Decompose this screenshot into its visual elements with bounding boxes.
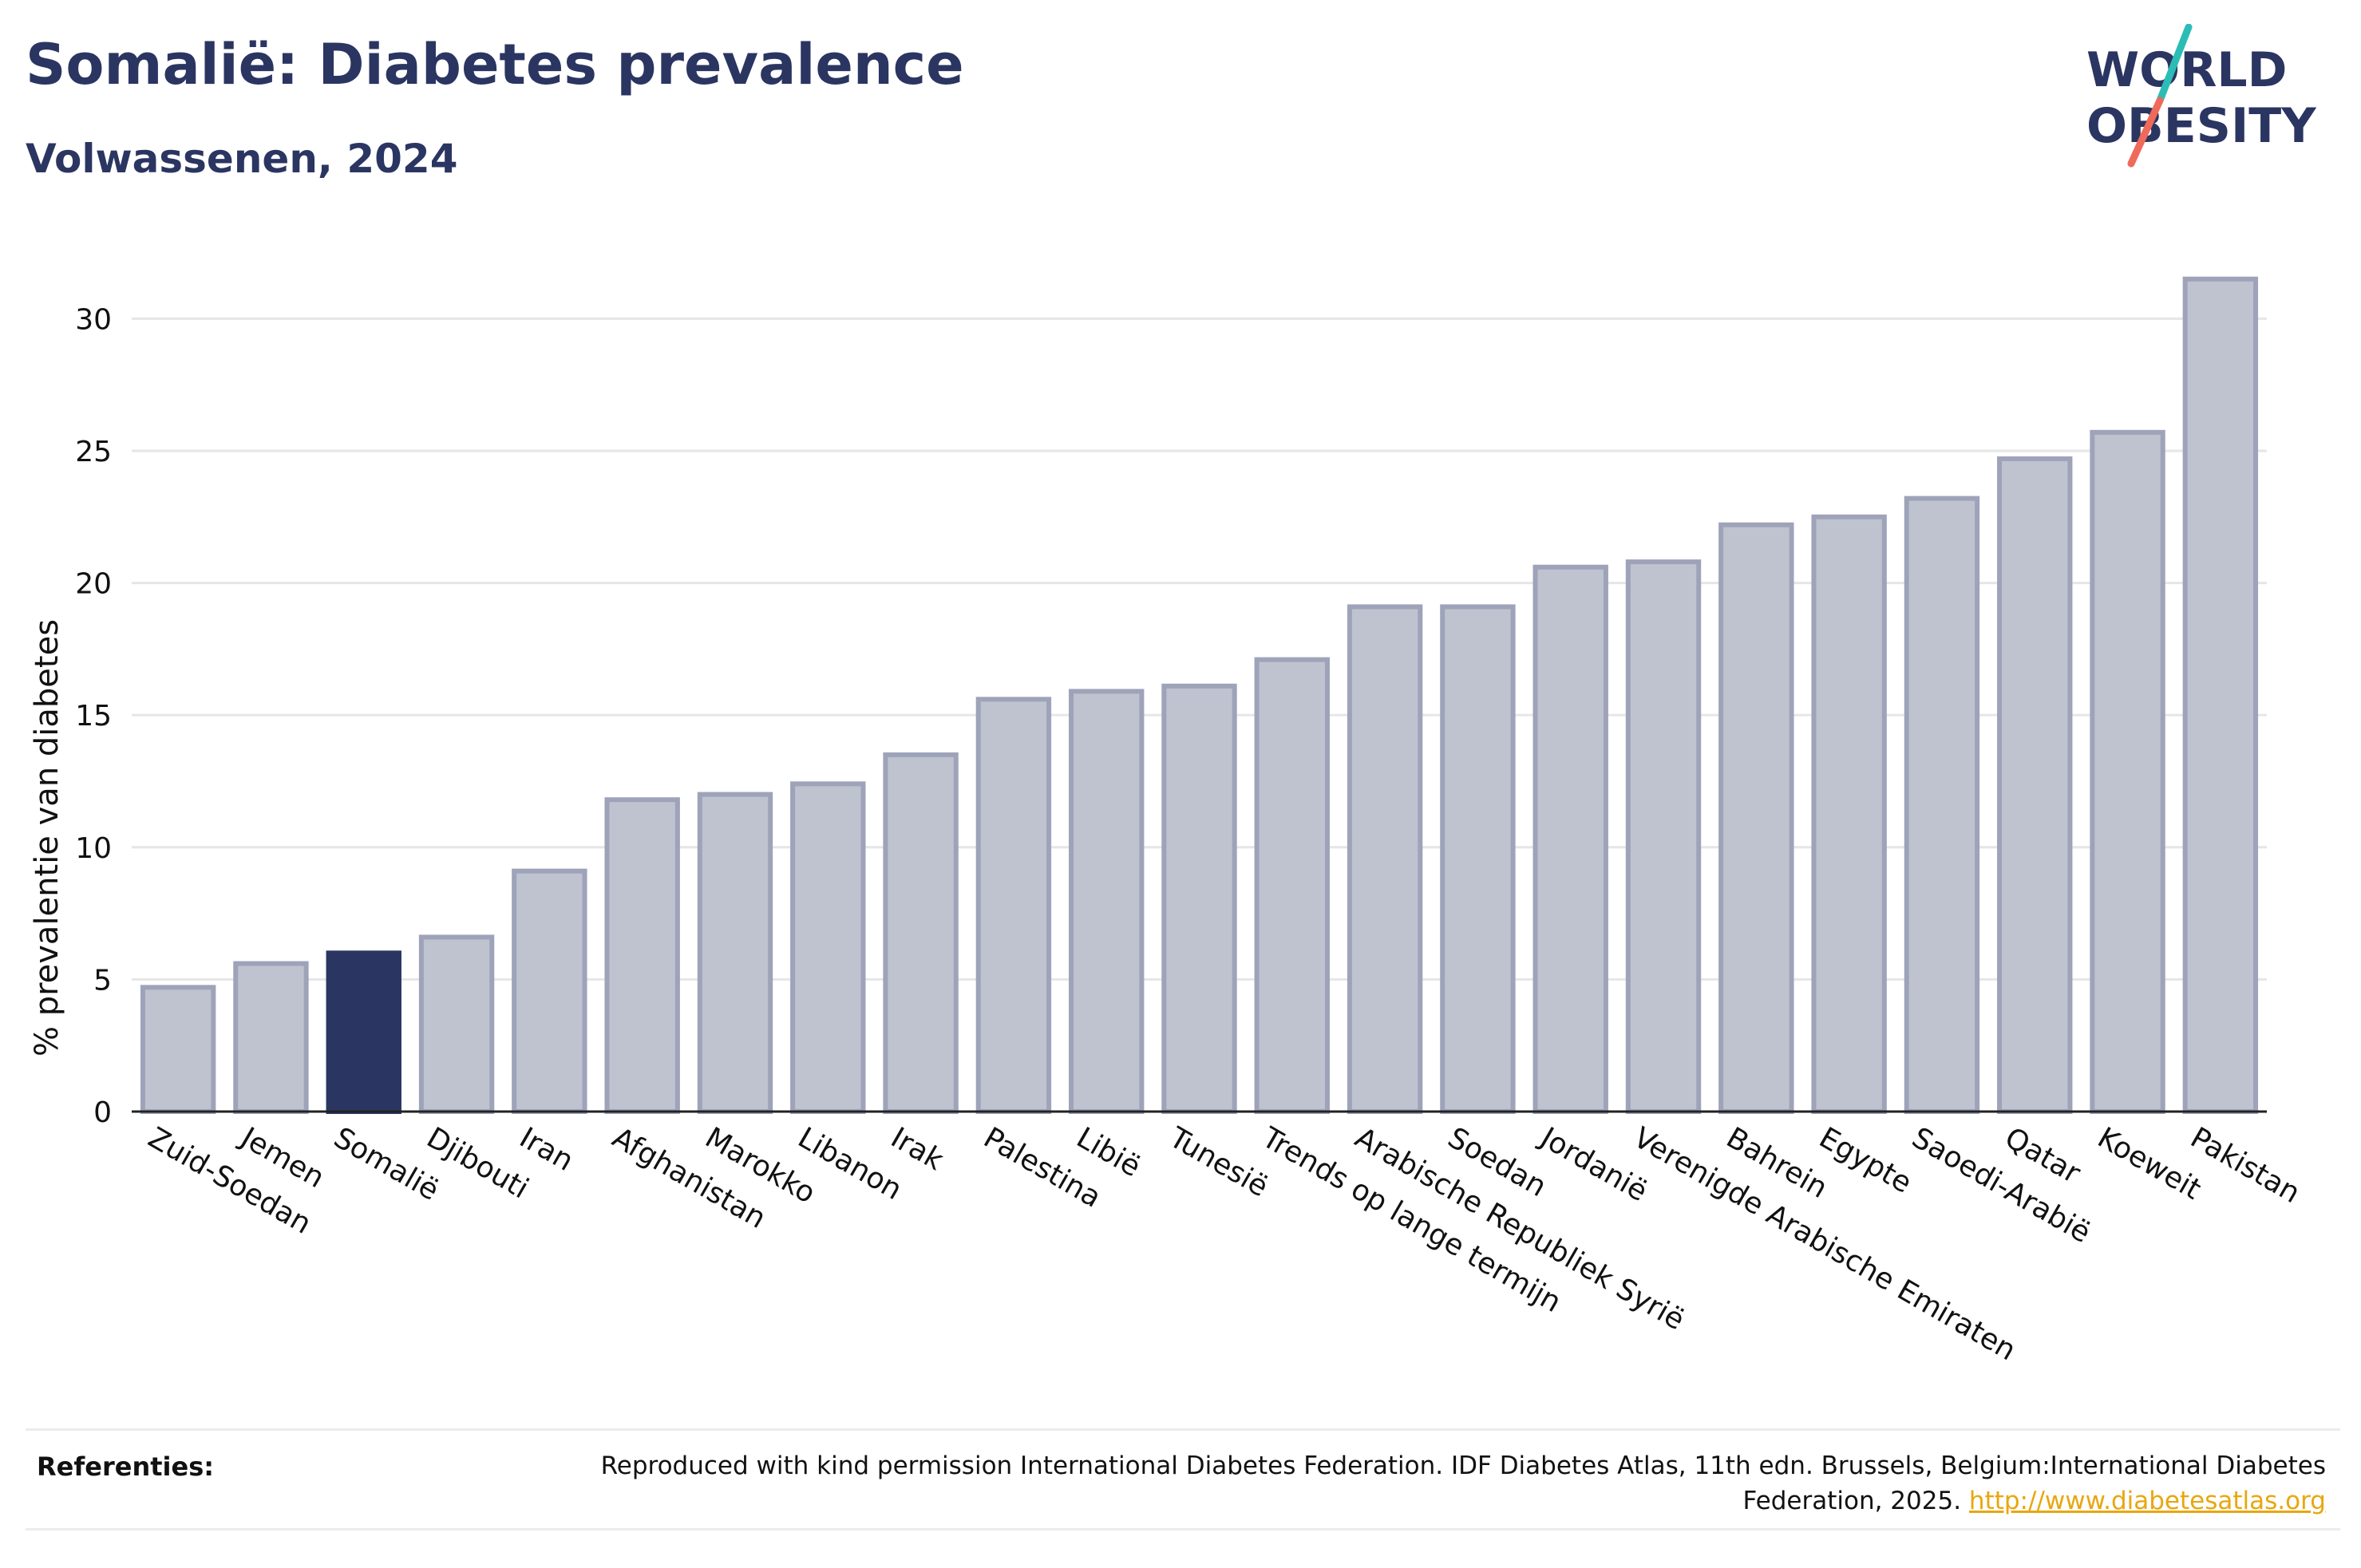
logo-slash-top <box>2156 24 2193 105</box>
x-tick-label: Jordanië <box>1533 1120 1652 1208</box>
bar[interactable] <box>1440 604 1516 1114</box>
bar[interactable] <box>1532 564 1608 1114</box>
bar[interactable] <box>418 934 495 1115</box>
references-link[interactable]: http://www.diabetesatlas.org <box>1968 1487 2326 1515</box>
bar[interactable] <box>1347 604 1423 1114</box>
bar[interactable] <box>790 781 866 1115</box>
logo-text-world: WORLD <box>2086 42 2287 98</box>
bar[interactable] <box>512 868 587 1114</box>
references-text: Reproduced with kind permission Internat… <box>600 1451 2326 1515</box>
x-tick-label: Koeweit <box>2092 1121 2206 1206</box>
bar[interactable] <box>1718 522 1794 1114</box>
chart-subtitle: Volwassenen, 2024 <box>26 136 458 182</box>
bar[interactable] <box>1625 559 1702 1114</box>
bar[interactable] <box>1254 657 1330 1114</box>
chart-title: Somalië: Diabetes prevalence <box>26 32 964 97</box>
bar[interactable] <box>2090 429 2165 1114</box>
x-tick-label: Iran <box>514 1121 579 1178</box>
bar[interactable] <box>883 752 959 1114</box>
bar[interactable] <box>697 792 773 1115</box>
bar-chart: 051015202530Zuid-SoedanJemenSomaliëDjibo… <box>29 276 2305 1367</box>
x-tick-label: Somalië <box>328 1121 444 1207</box>
x-tick-label: Irak <box>885 1121 949 1177</box>
bar[interactable] <box>1904 496 1980 1114</box>
references-section: Referenties: Reproduced with kind permis… <box>26 1428 2340 1530</box>
y-tick-label: 20 <box>75 568 112 601</box>
bar[interactable] <box>1069 689 1145 1114</box>
references-label: Referenties: <box>37 1451 215 1482</box>
y-tick-label: 30 <box>75 303 112 336</box>
logo-slash-bottom <box>2127 97 2164 168</box>
y-tick-label: 10 <box>75 832 112 865</box>
y-tick-label: 25 <box>75 436 112 468</box>
references-text-block: Reproduced with kind permission Internat… <box>570 1448 2326 1519</box>
bars <box>140 276 2259 1115</box>
bar[interactable] <box>2182 276 2259 1115</box>
bar[interactable] <box>604 797 680 1114</box>
y-tick-label: 0 <box>93 1096 112 1129</box>
x-tick-label: Pakistan <box>2185 1121 2305 1210</box>
x-tick-label: Egypte <box>1813 1121 1917 1200</box>
logo-text-obesity: OBESITY <box>2086 98 2317 154</box>
y-tick-label: 5 <box>93 964 112 997</box>
world-obesity-logo: WORLD OBESITY <box>2086 24 2317 168</box>
bar[interactable] <box>1811 514 1887 1114</box>
bar[interactable] <box>1997 456 2073 1114</box>
y-tick-label: 15 <box>75 700 112 733</box>
y-axis-label: % prevalentie van diabetes <box>29 619 65 1057</box>
bar[interactable] <box>233 961 309 1115</box>
bar[interactable] <box>140 985 216 1115</box>
x-tick-label: Djibouti <box>421 1121 534 1205</box>
bar[interactable] <box>1161 683 1237 1114</box>
bar[interactable] <box>326 950 401 1114</box>
x-tick-label: Tunesië <box>1163 1121 1273 1204</box>
bar[interactable] <box>975 697 1052 1114</box>
